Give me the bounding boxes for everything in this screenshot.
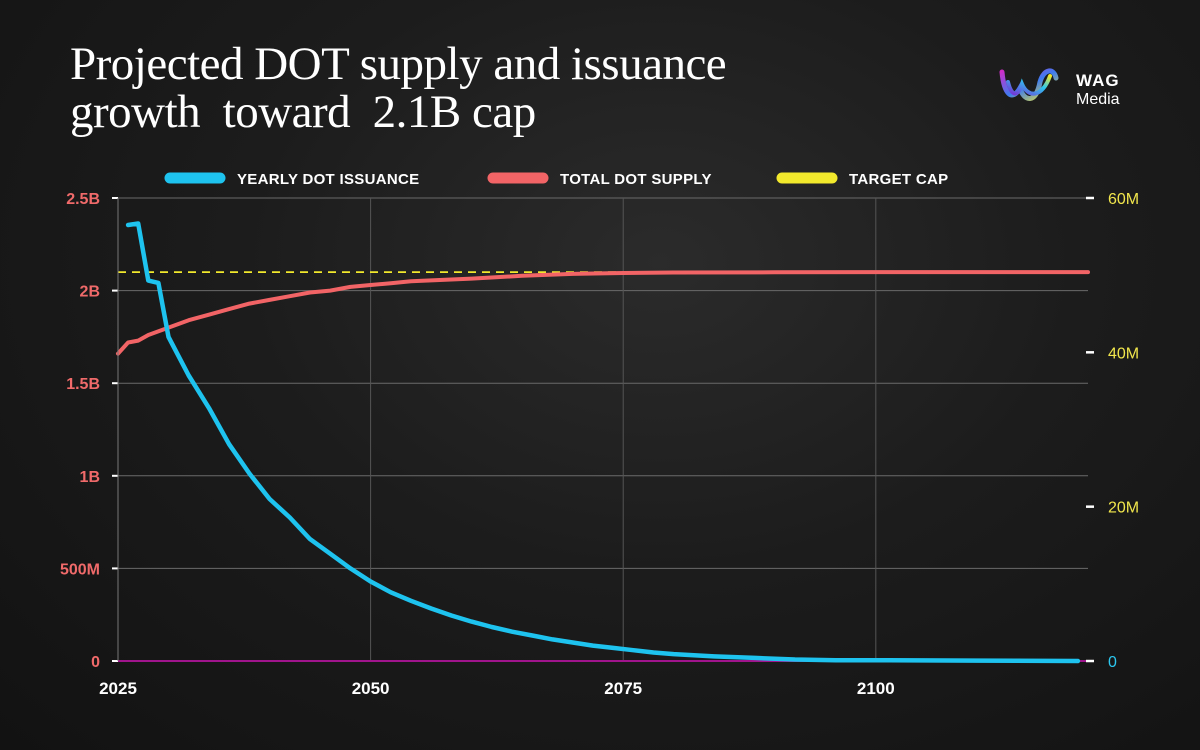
right-axis-tick-label: 0 [1108, 654, 1117, 671]
total-supply-line [116, 270, 1090, 356]
legend-issuance-label: YEARLY DOT ISSUANCE [237, 171, 419, 188]
yearly-issuance-line [125, 221, 1081, 664]
x-axis-tick-label: 2100 [857, 679, 895, 698]
x-axis-tick-label: 2050 [352, 679, 390, 698]
right-axis-tick-label: 60M [1108, 191, 1139, 208]
left-axis-tick-label: 0 [91, 654, 100, 671]
title-line-2: growth toward 2.1B cap [70, 86, 536, 138]
series-group [116, 221, 1090, 664]
title-line-1: Projected DOT supply and issuance [70, 38, 727, 90]
wag-logo-icon [999, 68, 1059, 101]
left-axis-tick-label: 1.5B [66, 376, 100, 393]
legend-supply-label: TOTAL DOT SUPPLY [560, 171, 712, 188]
right-axis-tick-label: 20M [1108, 500, 1139, 517]
legend: YEARLY DOT ISSUANCE TOTAL DOT SUPPLY TARGE… [164, 171, 948, 188]
logo-brand: WAG [1076, 71, 1120, 90]
logo-subtitle: Media [1076, 91, 1120, 108]
left-axis-tick-label: 2.5B [66, 191, 100, 208]
legend-cap-label: TARGET CAP [849, 171, 948, 188]
grid [118, 197, 1088, 661]
x-axis-tick-label: 2025 [99, 679, 137, 698]
left-axis-tick-label: 500M [60, 561, 100, 578]
left-axis-tick-label: 2B [80, 284, 100, 301]
chart-title: Projected DOT supply and issuance growth… [70, 40, 890, 136]
x-axis-tick-label: 2075 [604, 679, 642, 698]
left-axis-tick-label: 1B [80, 469, 100, 486]
right-axis-tick-label: 40M [1108, 345, 1139, 362]
axes: 0 500M 1B 1.5B 2B 2.5B 2025 2050 2075 2100 0 20M 40M… [60, 191, 1139, 698]
wag-media-logo: WAG Media [996, 58, 1146, 114]
